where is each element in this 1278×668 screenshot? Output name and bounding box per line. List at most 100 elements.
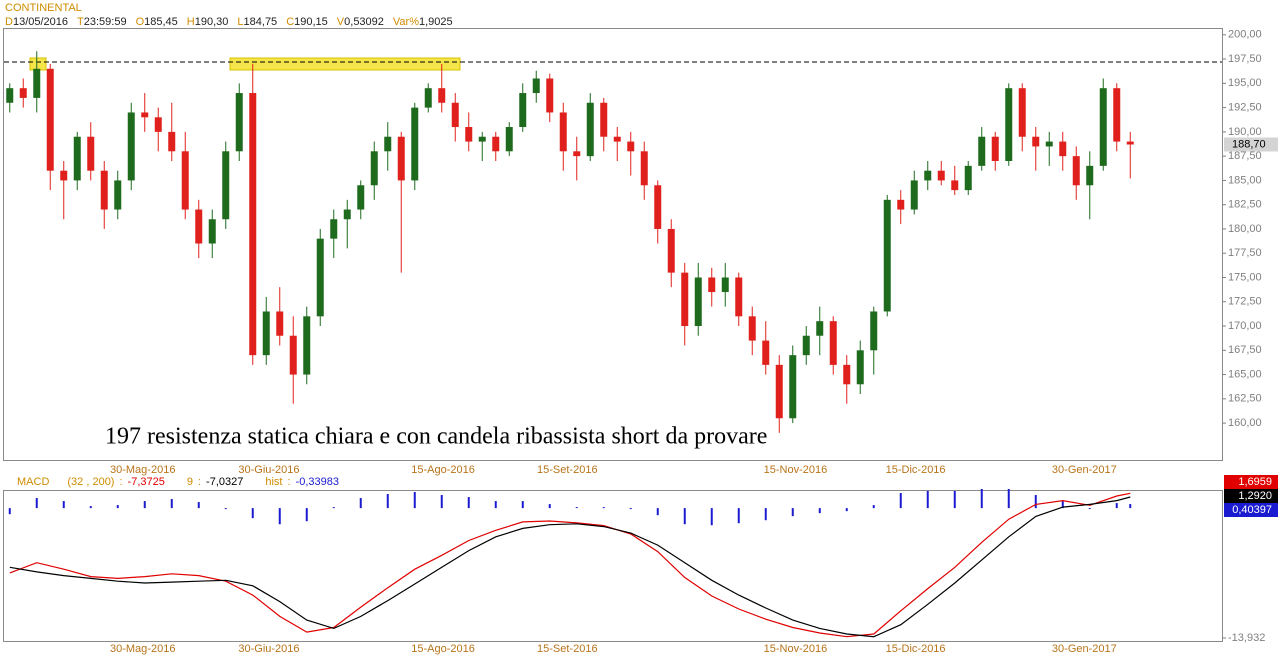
highlight-box [29, 57, 47, 71]
candle-body [627, 141, 635, 152]
y-tick-label: 195,00 [1228, 77, 1262, 89]
histogram-bar [1034, 495, 1037, 509]
x-tick-label: 15-Set-2016 [537, 464, 598, 476]
histogram-bar [116, 505, 119, 509]
candle-body [883, 199, 891, 312]
legend-separator: : [198, 476, 201, 488]
field-key: D [5, 16, 13, 28]
histogram-bar [143, 501, 146, 509]
candle-body [1045, 141, 1053, 147]
histogram-bar [89, 506, 92, 509]
histogram-bar [62, 501, 65, 509]
candle-body [694, 277, 702, 327]
legend-name: hist [265, 476, 282, 488]
field-key: C [286, 16, 294, 28]
last-value-box [1224, 475, 1278, 489]
y-tick-label: 190,00 [1228, 126, 1262, 138]
candle-body [816, 321, 824, 336]
histogram-bar [197, 502, 200, 509]
candle-body [519, 93, 527, 128]
field-value: 1,9025 [419, 16, 453, 28]
candle-body [249, 93, 257, 356]
candle-body [505, 127, 513, 152]
candle-body [1059, 141, 1067, 157]
candle-body [127, 112, 135, 181]
y-tick-label: 170,00 [1228, 320, 1262, 332]
legend-separator: : [119, 476, 122, 488]
field-value: 184,75 [244, 16, 278, 28]
histogram-bar [440, 495, 443, 509]
field-key: Var% [393, 16, 419, 28]
candle-body [222, 151, 230, 220]
histogram-bar [8, 508, 11, 515]
histogram-bar [1007, 488, 1010, 509]
candle-body [870, 311, 878, 351]
histogram-bar [818, 508, 821, 514]
y-tick-label: 197,50 [1228, 53, 1262, 65]
candle-body [384, 136, 392, 152]
x-tick-label: 15-Set-2016 [537, 643, 598, 655]
candle-body [1099, 88, 1107, 166]
candle-body [1072, 156, 1080, 186]
candle-body [73, 136, 81, 181]
candle-body [181, 151, 189, 210]
candle-body [721, 277, 729, 293]
histogram-bar [386, 494, 389, 509]
candle-body [478, 136, 486, 142]
candle-body [775, 364, 783, 419]
y-tick-label: 192,50 [1228, 102, 1262, 114]
x-tick-label: 15-Dic-2016 [886, 464, 946, 476]
field-value: 13/05/2016 [13, 16, 68, 28]
x-tick-label: 30-Mag-2016 [110, 464, 175, 476]
candle-body [1005, 88, 1013, 161]
histogram-bar [575, 507, 578, 509]
candle-body [411, 107, 419, 181]
histogram-bar [926, 491, 929, 509]
candle-body [114, 180, 122, 210]
histogram-bar [413, 492, 416, 509]
y-tick-label: 175,00 [1228, 271, 1262, 283]
candle-body [357, 185, 365, 210]
candle-body [60, 170, 68, 181]
y-tick-label: 167,50 [1228, 344, 1262, 356]
candle-body [1113, 88, 1121, 142]
legend-name: 9 [187, 476, 193, 488]
candle-body [492, 136, 500, 152]
histogram-bar [791, 508, 794, 517]
histogram-bar [521, 501, 524, 509]
candle-body [532, 78, 540, 94]
field-value: 0,53092 [344, 16, 384, 28]
histogram-bar [683, 508, 686, 525]
x-tick-label: 15-Nov-2016 [764, 643, 828, 655]
y-tick-label: 200,00 [1228, 29, 1262, 41]
histogram-bar [656, 508, 659, 516]
candle-body [33, 68, 41, 98]
candle-body [46, 68, 54, 171]
field-value: 185,45 [144, 16, 178, 28]
candle-body [262, 311, 270, 356]
x-tick-label: 15-Nov-2016 [764, 464, 828, 476]
histogram-bar [1061, 501, 1064, 509]
candle-body [370, 151, 378, 186]
candle-body [154, 117, 162, 132]
histogram-bar [305, 508, 308, 522]
y-tick-label: 160,00 [1228, 417, 1262, 429]
candle-body [951, 180, 959, 191]
field-value: 190,30 [195, 16, 229, 28]
candle-body [964, 165, 972, 191]
macd-frame [3, 490, 1223, 642]
last-value-label: 1,6959 [1238, 476, 1272, 488]
histogram-bar [602, 507, 605, 509]
candle-body [640, 151, 648, 186]
candle-body [573, 151, 581, 157]
y-tick-label: 162,50 [1228, 393, 1262, 405]
candle-body [343, 209, 351, 220]
candle-body [19, 88, 27, 98]
symbol: CONTINENTAL [5, 2, 82, 14]
candle-body [897, 199, 905, 210]
candle-body [613, 136, 621, 142]
candle-body [586, 102, 594, 157]
y-tick-label: 180,00 [1228, 223, 1262, 235]
y-tick-label: 182,50 [1228, 199, 1262, 211]
